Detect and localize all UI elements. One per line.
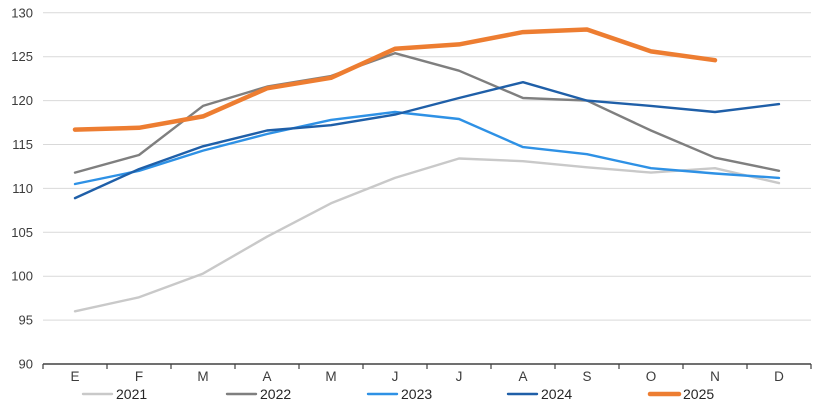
legend-label-2022: 2022 (260, 386, 291, 402)
y-axis-label-95: 95 (19, 313, 33, 328)
series-line-2022 (73, 52, 781, 174)
y-axis-label-100: 100 (11, 269, 33, 284)
x-axis-label-1-E: E (70, 369, 79, 384)
y-axis-label-125: 125 (11, 49, 33, 64)
x-axis-label-10-O: O (646, 369, 657, 384)
x-axis-label-8-A: A (518, 369, 527, 384)
x-axis-label-12-D: D (774, 369, 784, 384)
x-axis-label-7-J: J (456, 369, 463, 384)
series-line-2021 (73, 157, 781, 313)
y-axis-label-110: 110 (12, 181, 33, 196)
legend-label-2021: 2021 (116, 386, 147, 402)
x-axis-label-9-S: S (582, 369, 591, 384)
y-axis-label-105: 105 (11, 225, 33, 240)
x-axis-label-3-M: M (197, 369, 208, 384)
legend-label-2025: 2025 (683, 386, 714, 402)
series-line-2023 (73, 110, 781, 186)
y-axis-label-130: 130 (11, 5, 33, 20)
y-axis-label-120: 120 (11, 93, 33, 108)
y-axis-label-115: 115 (12, 137, 33, 152)
series-line-2024 (73, 80, 781, 200)
x-axis-label-4-A: A (262, 369, 271, 384)
x-axis-label-5-M: M (325, 369, 336, 384)
x-axis-label-6-J: J (392, 369, 399, 384)
legend-label-2024: 2024 (541, 386, 572, 402)
x-axis-label-2-F: F (135, 369, 143, 384)
x-axis-label-11-N: N (710, 369, 720, 384)
legend-label-2023: 2023 (401, 386, 432, 402)
series-line-2025 (72, 27, 718, 132)
y-axis-label-90: 90 (19, 357, 33, 372)
